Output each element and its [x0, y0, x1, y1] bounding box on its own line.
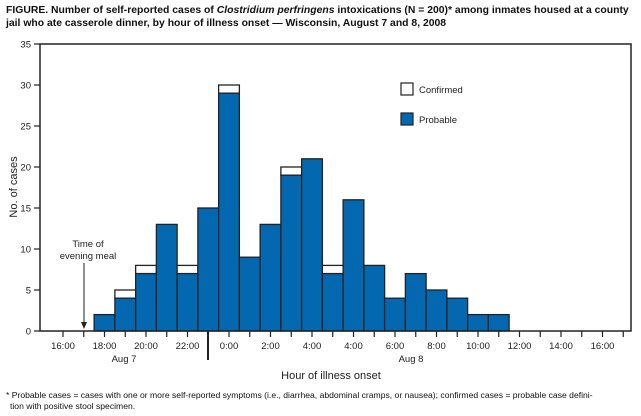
bar-probable — [466, 313, 490, 332]
footnote: * Probable cases = cases with one or mor… — [6, 390, 638, 412]
title-text: FIGURE. Number of self-reported cases of — [6, 5, 217, 16]
date-label-aug7: Aug 7 — [112, 354, 137, 365]
legend: Confirmed Probable — [400, 82, 463, 126]
bar-probable — [197, 207, 220, 332]
title-organism: Clostridium perfringens — [216, 5, 335, 16]
y-tick-label: 30 — [20, 81, 31, 92]
bar-confirmed — [321, 264, 344, 275]
x-tick-label: 0:00 — [220, 341, 239, 352]
bar-probable — [134, 272, 158, 332]
x-tick-label: 10:00 — [466, 341, 490, 352]
y-tick-label: 25 — [20, 122, 31, 133]
bar-probable — [259, 223, 282, 332]
bar-probable — [321, 272, 344, 332]
bar-probable — [383, 297, 407, 332]
x-tick-label: 14:00 — [549, 341, 573, 352]
x-tick-label: 12:00 — [508, 341, 532, 352]
bar-confirmed — [176, 264, 199, 275]
y-tick-label: 35 — [20, 40, 31, 51]
bar-confirmed — [114, 289, 137, 299]
title-text-rest: intoxications (N = 200)* among inmates h… — [6, 5, 629, 29]
footnote-line-1: * Probable cases = cases with one or mor… — [6, 390, 593, 400]
x-tick-label: 4:00 — [344, 341, 363, 352]
annotation-line-1: Time of — [72, 239, 104, 250]
bar-probable — [425, 289, 448, 332]
x-tick-label: 18:00 — [93, 341, 117, 352]
x-tick-label: 8:00 — [427, 341, 446, 352]
bar-probable — [404, 272, 427, 332]
bar-probable — [114, 297, 137, 332]
bar-probable — [155, 223, 178, 332]
x-tick-label: 6:00 — [386, 341, 405, 352]
x-tick-label: 16:00 — [591, 341, 615, 352]
annotation-line-2: evening meal — [60, 251, 117, 262]
x-tick-label: 20:00 — [134, 341, 158, 352]
x-tick-label: 2:00 — [261, 341, 280, 352]
chart-title: FIGURE. Number of self-reported cases of… — [6, 4, 638, 30]
y-axis-label: No. of cases — [8, 156, 20, 218]
bar-confirmed — [217, 84, 241, 94]
legend-swatch-confirmed — [400, 82, 414, 96]
y-tick-label: 20 — [20, 163, 31, 174]
bar-probable — [446, 297, 469, 332]
bar-probable — [217, 92, 241, 332]
legend-label-probable: Probable — [419, 115, 457, 126]
legend-label-confirmed: Confirmed — [419, 85, 463, 96]
arrow-icon — [81, 263, 87, 329]
plot-frame — [39, 43, 632, 332]
bar-probable — [363, 264, 386, 332]
bar-probable — [93, 313, 116, 332]
bar-confirmed — [134, 264, 158, 275]
y-tick-label: 15 — [20, 204, 31, 215]
bar-probable — [280, 174, 303, 332]
x-axis-label: Hour of illness onset — [281, 370, 381, 382]
legend-swatch-probable — [400, 112, 414, 126]
bar-confirmed — [280, 166, 303, 176]
bar-probable — [238, 256, 261, 332]
bar-probable — [342, 199, 365, 332]
x-tick-label: 22:00 — [176, 341, 200, 352]
bar-probable — [176, 272, 199, 332]
bar-probable — [487, 313, 510, 332]
bar-probable — [300, 158, 324, 332]
x-tick-label: 4:00 — [303, 341, 322, 352]
x-tick-label: 16:00 — [51, 341, 75, 352]
y-tick-label: 0 — [26, 327, 31, 338]
date-label-aug8: Aug 8 — [399, 354, 424, 365]
footnote-line-2: tion with positive stool specimen. — [10, 401, 136, 411]
y-tick-label: 5 — [26, 286, 31, 297]
y-tick-label: 10 — [20, 245, 31, 256]
